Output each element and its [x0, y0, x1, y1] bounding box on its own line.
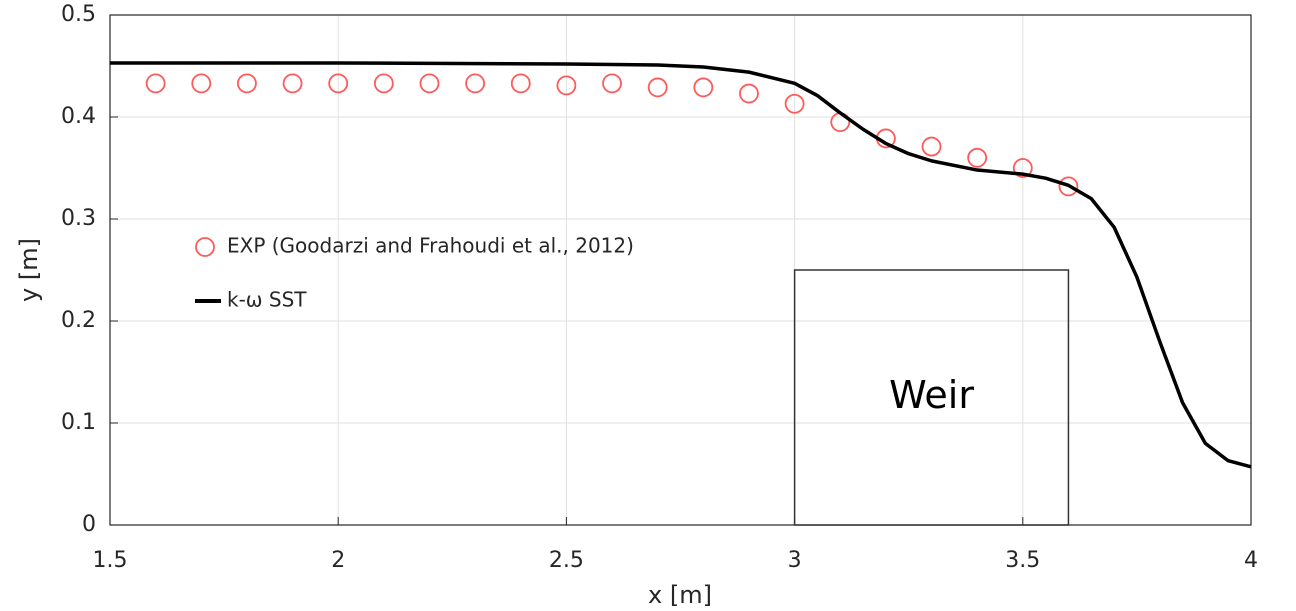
- marker: [419, 73, 440, 94]
- line: [110, 61, 1252, 469]
- marker: [556, 75, 577, 96]
- marker: [647, 77, 668, 98]
- marker: [510, 73, 531, 94]
- marker: [921, 136, 942, 157]
- marker: [328, 73, 349, 94]
- y-tick-label: 0.2: [61, 308, 96, 333]
- x-tick-label: 4: [1244, 548, 1258, 573]
- marker: [145, 73, 166, 94]
- marker: [1058, 176, 1079, 197]
- legend-label: EXP (Goodarzi and Frahoudi et al., 2012): [227, 234, 634, 258]
- x-tick-label: 3: [788, 548, 802, 573]
- legend-marker: [195, 237, 215, 257]
- y-tick-label: 0.3: [61, 206, 96, 231]
- y-tick-label: 0: [82, 512, 96, 537]
- marker: [784, 93, 805, 114]
- marker: [282, 73, 303, 94]
- weir: [793, 269, 1070, 526]
- axes-box: [109, 14, 1252, 526]
- y-axis-label: y [m]: [15, 238, 43, 302]
- legend-label: k-ω SST: [227, 288, 307, 312]
- marker: [693, 77, 714, 98]
- y-tick-label: 0.4: [61, 104, 96, 129]
- marker: [237, 73, 257, 94]
- marker: [465, 73, 486, 94]
- marker: [739, 83, 759, 104]
- x-tick-label: 3.5: [1005, 548, 1040, 573]
- annotation: Weir: [889, 373, 974, 417]
- y-tick-label: 0.5: [61, 2, 96, 27]
- y-tick-label: 0.1: [61, 410, 96, 435]
- marker: [602, 73, 622, 94]
- marker: [191, 73, 212, 94]
- x-tick-label: 1.5: [93, 548, 128, 573]
- marker: [967, 147, 988, 168]
- x-tick-label: 2: [331, 548, 345, 573]
- marker: [373, 73, 394, 94]
- x-tick-label: 2.5: [549, 548, 584, 573]
- marker: [1012, 158, 1033, 178]
- x-axis-label: x [m]: [648, 581, 712, 609]
